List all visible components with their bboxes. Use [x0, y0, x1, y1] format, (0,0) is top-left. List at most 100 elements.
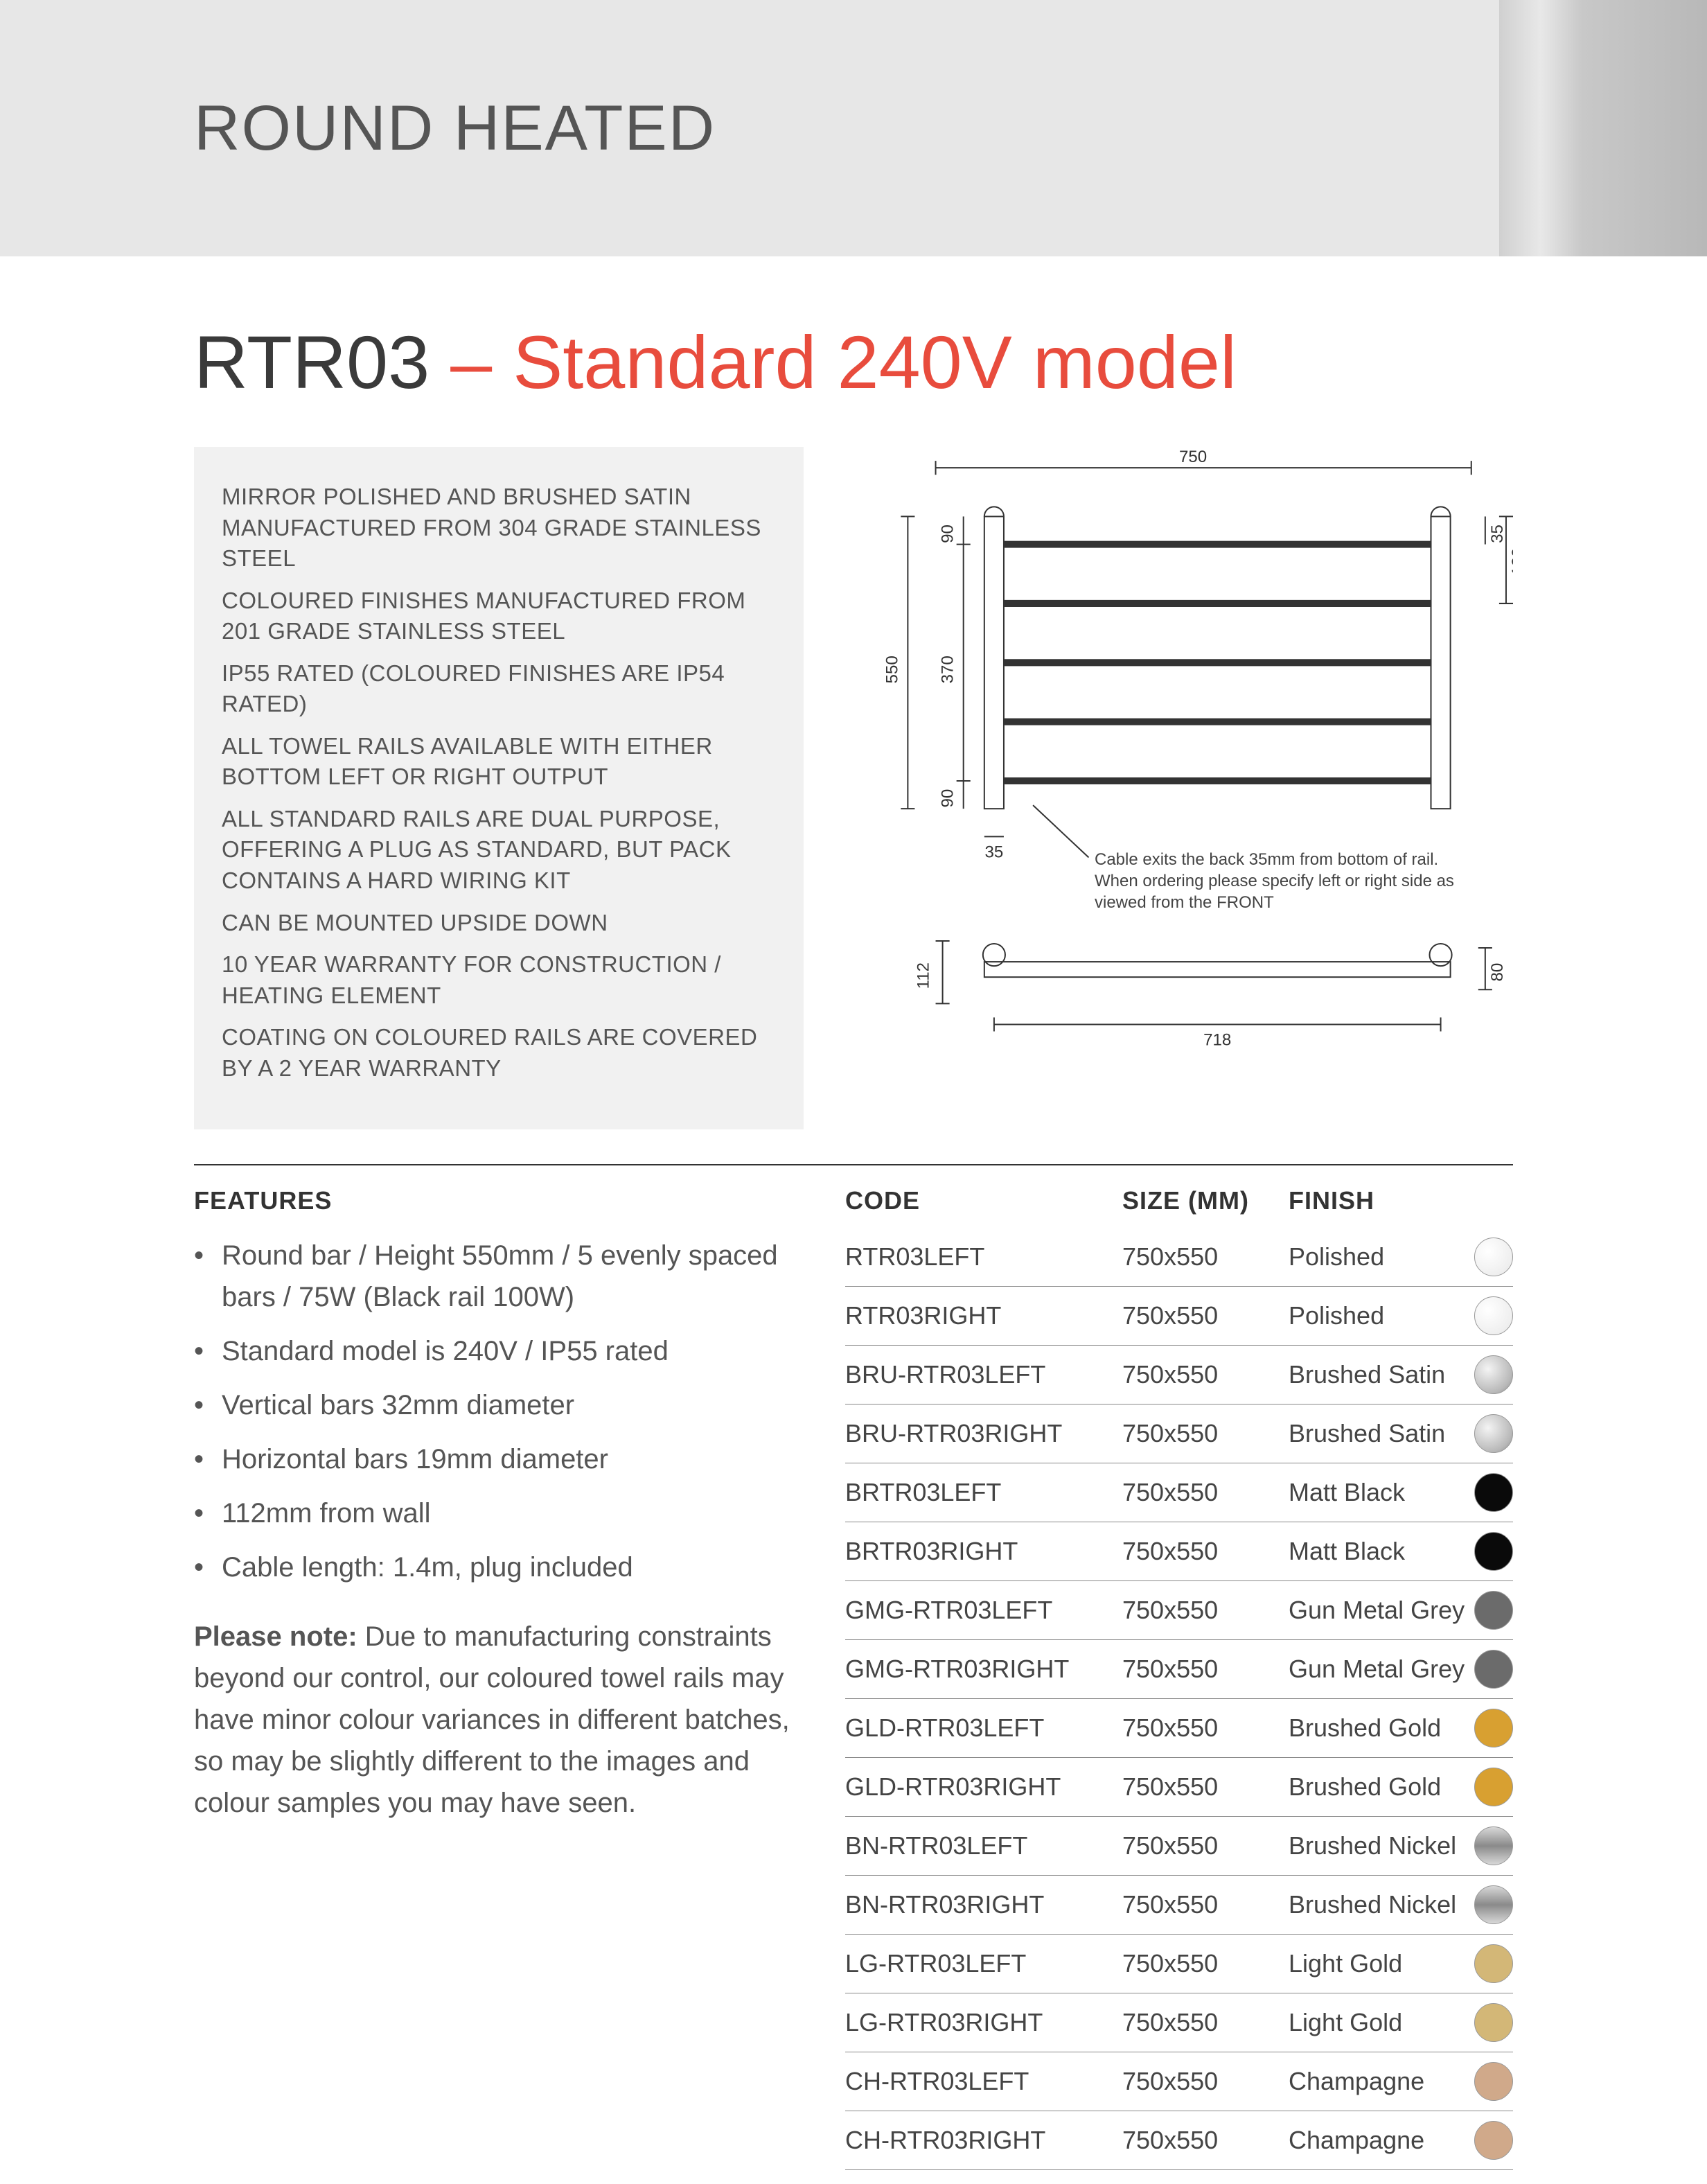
finish-swatch-icon	[1474, 1414, 1513, 1453]
td-code: BRU-RTR03RIGHT	[845, 1419, 1122, 1448]
model-code: RTR03	[194, 320, 430, 404]
dim-inner: 370	[939, 655, 957, 683]
header-band: ROUND HEATED	[0, 0, 1707, 256]
td-finish: Brushed Satin	[1289, 1360, 1474, 1389]
table-row: GMG-RTR03LEFT750x550Gun Metal Grey	[845, 1581, 1513, 1640]
td-size: 750x550	[1122, 1596, 1289, 1625]
td-code: BRU-RTR03LEFT	[845, 1360, 1122, 1389]
spec-line: COATING ON COLOURED RAILS ARE COVERED BY…	[222, 1022, 776, 1084]
td-finish: Polished	[1289, 1301, 1474, 1330]
td-code: RTR03RIGHT	[845, 1301, 1122, 1330]
td-size: 750x550	[1122, 1714, 1289, 1743]
product-table-column: CODE SIZE (MM) FINISH RTR03LEFT750x550Po…	[845, 1186, 1513, 2170]
page-category-title: ROUND HEATED	[194, 92, 716, 165]
features-column: FEATURES Round bar / Height 550mm / 5 ev…	[194, 1186, 804, 2170]
spec-line: CAN BE MOUNTED UPSIDE DOWN	[222, 908, 776, 939]
product-table: RTR03LEFT750x550PolishedRTR03RIGHT750x55…	[845, 1228, 1513, 2170]
dim-r35: 35	[1488, 525, 1507, 543]
content-area: RTR03 – Standard 240V model MIRROR POLIS…	[0, 256, 1707, 2170]
header-product-photo	[1499, 0, 1707, 256]
table-row: LG-RTR03RIGHT750x550Light Gold	[845, 1993, 1513, 2052]
table-row: GLD-RTR03RIGHT750x550Brushed Gold	[845, 1758, 1513, 1817]
th-code: CODE	[845, 1186, 1122, 1215]
table-row: LG-RTR03LEFT750x550Light Gold	[845, 1935, 1513, 1993]
table-row: BN-RTR03RIGHT750x550Brushed Nickel	[845, 1876, 1513, 1935]
td-code: CH-RTR03LEFT	[845, 2067, 1122, 2096]
finish-swatch-icon	[1474, 1650, 1513, 1689]
td-size: 750x550	[1122, 1360, 1289, 1389]
td-finish: Polished	[1289, 1242, 1474, 1271]
spec-line: ALL TOWEL RAILS AVAILABLE WITH EITHER BO…	[222, 731, 776, 793]
td-finish: Light Gold	[1289, 1949, 1474, 1978]
finish-swatch-icon	[1474, 1885, 1513, 1924]
td-size: 750x550	[1122, 1949, 1289, 1978]
td-size: 750x550	[1122, 2067, 1289, 2096]
td-size: 750x550	[1122, 1772, 1289, 1802]
dim-height: 550	[883, 655, 901, 683]
feature-item: 112mm from wall	[194, 1492, 804, 1534]
td-size: 750x550	[1122, 2126, 1289, 2155]
td-code: BN-RTR03LEFT	[845, 1831, 1122, 1860]
dim-r120: 120	[1509, 548, 1513, 576]
td-code: LG-RTR03LEFT	[845, 1949, 1122, 1978]
td-size: 750x550	[1122, 1478, 1289, 1507]
td-finish: Matt Black	[1289, 1537, 1474, 1566]
td-code: RTR03LEFT	[845, 1242, 1122, 1271]
dim-mount: 80	[1488, 963, 1507, 982]
table-row: BN-RTR03LEFT750x550Brushed Nickel	[845, 1817, 1513, 1876]
dim-topgap: 90	[939, 525, 957, 543]
td-size: 750x550	[1122, 1419, 1289, 1448]
th-size: SIZE (MM)	[1122, 1186, 1289, 1215]
feature-item: Cable length: 1.4m, plug included	[194, 1547, 804, 1588]
diagram-svg: 750 550	[845, 447, 1513, 1073]
table-row: BRU-RTR03LEFT750x550Brushed Satin	[845, 1346, 1513, 1404]
table-row: GLD-RTR03LEFT750x550Brushed Gold	[845, 1699, 1513, 1758]
model-title: RTR03 – Standard 240V model	[194, 319, 1513, 405]
table-row: GMG-RTR03RIGHT750x550Gun Metal Grey	[845, 1640, 1513, 1699]
td-code: GLD-RTR03RIGHT	[845, 1772, 1122, 1802]
td-size: 750x550	[1122, 1301, 1289, 1330]
td-size: 750x550	[1122, 1831, 1289, 1860]
finish-swatch-icon	[1474, 2062, 1513, 2101]
table-row: RTR03RIGHT750x550Polished	[845, 1287, 1513, 1346]
finish-swatch-icon	[1474, 1355, 1513, 1394]
feature-list: Round bar / Height 550mm / 5 evenly spac…	[194, 1235, 804, 1588]
dim-width: 750	[1179, 448, 1207, 466]
technical-diagram: 750 550	[845, 447, 1513, 1129]
feature-item: Horizontal bars 19mm diameter	[194, 1438, 804, 1480]
spec-line: IP55 RATED (COLOURED FINISHES ARE IP54 R…	[222, 658, 776, 720]
model-variant: – Standard 240V model	[430, 320, 1237, 404]
table-row: CH-RTR03RIGHT750x550Champagne	[845, 2111, 1513, 2170]
td-code: LG-RTR03RIGHT	[845, 2008, 1122, 2037]
td-code: BRTR03LEFT	[845, 1478, 1122, 1507]
td-code: GLD-RTR03LEFT	[845, 1714, 1122, 1743]
td-code: BN-RTR03RIGHT	[845, 1890, 1122, 1919]
finish-swatch-icon	[1474, 2121, 1513, 2160]
td-finish: Champagne	[1289, 2126, 1474, 2155]
note-bold: Please note:	[194, 1621, 357, 1652]
table-row: CH-RTR03LEFT750x550Champagne	[845, 2052, 1513, 2111]
table-row: RTR03LEFT750x550Polished	[845, 1228, 1513, 1287]
td-code: BRTR03RIGHT	[845, 1537, 1122, 1566]
finish-swatch-icon	[1474, 1944, 1513, 1983]
spec-line: ALL STANDARD RAILS ARE DUAL PURPOSE, OFF…	[222, 804, 776, 897]
spec-line: COLOURED FINISHES MANUFACTURED FROM 201 …	[222, 585, 776, 647]
table-row: BRTR03LEFT750x550Matt Black	[845, 1463, 1513, 1522]
table-headers: CODE SIZE (MM) FINISH	[845, 1186, 1513, 1215]
td-size: 750x550	[1122, 1537, 1289, 1566]
finish-swatch-icon	[1474, 1709, 1513, 1747]
finish-swatch-icon	[1474, 1826, 1513, 1865]
feature-item: Vertical bars 32mm diameter	[194, 1384, 804, 1426]
td-size: 750x550	[1122, 1890, 1289, 1919]
spec-box: MIRROR POLISHED AND BRUSHED SATIN MANUFA…	[194, 447, 804, 1129]
td-finish: Brushed Gold	[1289, 1714, 1474, 1743]
feature-item: Round bar / Height 550mm / 5 evenly spac…	[194, 1235, 804, 1318]
feature-item: Standard model is 240V / IP55 rated	[194, 1330, 804, 1372]
th-finish: FINISH	[1289, 1186, 1513, 1215]
td-finish: Brushed Nickel	[1289, 1831, 1474, 1860]
diagram-note: Cable exits the back 35mm from bottom of…	[1095, 849, 1455, 914]
dim-b35: 35	[984, 843, 1003, 861]
finish-swatch-icon	[1474, 2003, 1513, 2042]
finish-swatch-icon	[1474, 1591, 1513, 1630]
td-finish: Brushed Nickel	[1289, 1890, 1474, 1919]
